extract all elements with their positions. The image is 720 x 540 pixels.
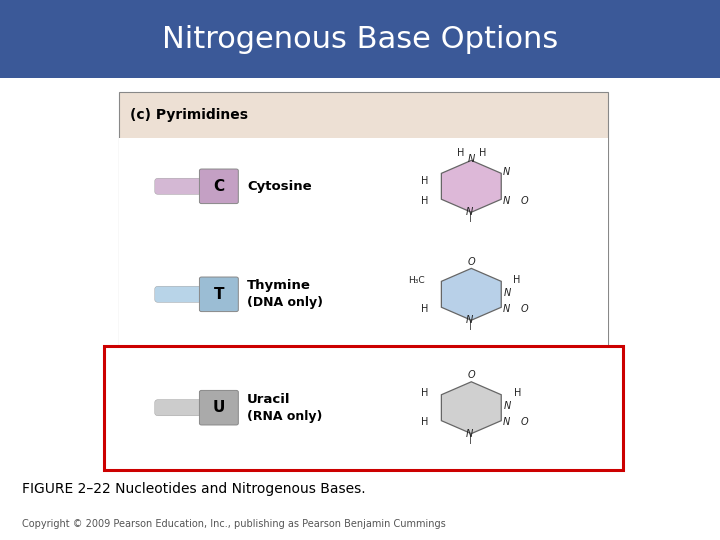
Text: (DNA only): (DNA only)	[247, 296, 323, 309]
Text: H: H	[421, 195, 428, 206]
FancyBboxPatch shape	[155, 286, 202, 302]
Text: N: N	[504, 288, 511, 298]
Text: T: T	[214, 287, 224, 302]
Text: N: N	[503, 167, 510, 177]
FancyBboxPatch shape	[0, 0, 720, 78]
Text: O: O	[521, 195, 528, 206]
Text: N: N	[468, 154, 475, 164]
FancyBboxPatch shape	[119, 92, 608, 470]
Text: H: H	[479, 148, 486, 158]
FancyBboxPatch shape	[155, 178, 202, 194]
Text: O: O	[467, 257, 475, 267]
Text: H: H	[421, 176, 428, 186]
FancyBboxPatch shape	[199, 390, 238, 425]
Polygon shape	[441, 268, 501, 320]
Polygon shape	[441, 382, 501, 434]
Text: N: N	[503, 417, 510, 427]
FancyBboxPatch shape	[104, 346, 623, 470]
Text: N: N	[504, 401, 511, 411]
Text: H: H	[421, 417, 428, 427]
Text: H: H	[513, 275, 520, 285]
Text: H₃C: H₃C	[408, 275, 424, 285]
Text: Copyright © 2009 Pearson Education, Inc., publishing as Pearson Benjamin Cumming: Copyright © 2009 Pearson Education, Inc.…	[22, 519, 446, 529]
Text: N: N	[503, 195, 510, 206]
Text: Nitrogenous Base Options: Nitrogenous Base Options	[162, 25, 558, 53]
Text: U: U	[212, 400, 225, 415]
Text: Thymine: Thymine	[247, 279, 311, 292]
Text: N: N	[466, 315, 473, 325]
Text: N: N	[503, 303, 510, 314]
Text: N: N	[466, 207, 473, 217]
Text: H: H	[514, 388, 522, 399]
Text: H: H	[421, 303, 428, 314]
Text: O: O	[467, 370, 475, 380]
FancyBboxPatch shape	[155, 400, 202, 416]
Text: O: O	[521, 303, 528, 314]
Text: O: O	[521, 417, 528, 427]
Text: (RNA only): (RNA only)	[247, 410, 323, 423]
Text: N: N	[466, 429, 473, 438]
Text: H: H	[456, 148, 464, 158]
FancyBboxPatch shape	[199, 169, 238, 204]
FancyBboxPatch shape	[199, 277, 238, 312]
Text: (c) Pyrimidines: (c) Pyrimidines	[130, 108, 248, 122]
Text: Cytosine: Cytosine	[247, 180, 312, 193]
Text: H: H	[421, 388, 428, 399]
Text: FIGURE 2–22 Nucleotides and Nitrogenous Bases.: FIGURE 2–22 Nucleotides and Nitrogenous …	[22, 482, 365, 496]
Polygon shape	[441, 160, 501, 212]
FancyBboxPatch shape	[119, 138, 608, 470]
Text: Uracil: Uracil	[247, 393, 290, 406]
Text: C: C	[213, 179, 225, 194]
